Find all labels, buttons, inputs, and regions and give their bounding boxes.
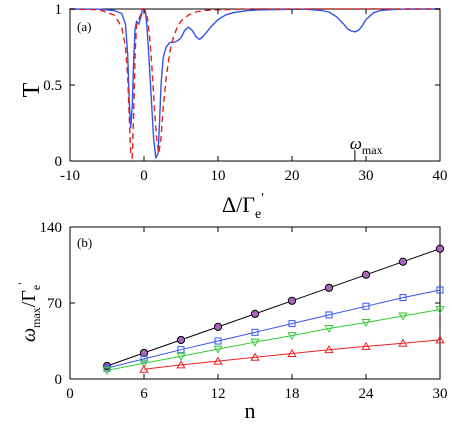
data-point-square xyxy=(251,328,259,336)
x-tick-label: 10 xyxy=(211,168,226,184)
data-point-triangle-up xyxy=(139,364,149,373)
x-tick-label: 20 xyxy=(285,168,300,184)
data-point-triangle-up xyxy=(250,352,260,361)
data-point-triangle-up xyxy=(287,348,297,357)
data-point-circle xyxy=(213,322,223,331)
data-point-square xyxy=(325,311,333,319)
data-point-square xyxy=(214,337,222,345)
data-point-triangle-down xyxy=(324,325,334,334)
omega-max-text: ωmax xyxy=(350,134,383,157)
data-point-triangle-up xyxy=(361,341,371,350)
ylabel-sub: max xyxy=(29,307,43,328)
data-point-square xyxy=(288,320,296,328)
ylabel-mid: /Γ xyxy=(18,290,40,307)
data-point-triangle-up xyxy=(324,345,334,354)
x-tick-label: 40 xyxy=(433,168,448,184)
y-tick-label: 1 xyxy=(55,2,63,18)
series-line-square xyxy=(106,289,441,369)
xlabel-main: Δ/Γ xyxy=(222,192,255,217)
x-tick-label: 30 xyxy=(433,386,448,402)
y-tick-label: 70 xyxy=(47,296,62,312)
x-tick-label: 18 xyxy=(285,386,300,402)
panel-b-ylabel: ωmax/Γe' xyxy=(15,283,43,342)
omega-symbol: ω xyxy=(350,134,362,153)
panel-a-curves xyxy=(69,8,440,159)
x-tick-label: 0 xyxy=(66,386,74,402)
x-tick-label: 0 xyxy=(140,168,148,184)
data-point-triangle-down xyxy=(250,338,260,347)
ylabel-sup: ' xyxy=(15,283,29,285)
panel-b: 0 6 12 18 24 30 0 70 140 (b) n ωmax/Γe' xyxy=(15,220,448,423)
data-point-square xyxy=(436,286,444,294)
xlabel-sub: e xyxy=(255,207,261,222)
data-point-circle xyxy=(287,296,297,305)
y-tick-label: 0 xyxy=(55,372,63,388)
data-point-square xyxy=(399,294,407,302)
ylabel-main: ω xyxy=(18,328,40,342)
x-tick-label: 12 xyxy=(211,386,226,402)
panel-b-xlabel: n xyxy=(245,398,256,423)
data-point-triangle-down xyxy=(176,352,186,361)
series-line-triangle-down xyxy=(106,309,441,371)
y-tick-label: 140 xyxy=(40,220,63,236)
panel-a-xlabel: Δ/Γe' xyxy=(222,191,264,222)
panel-b-frame xyxy=(69,226,441,380)
data-point-circle xyxy=(250,309,260,318)
data-point-triangle-down xyxy=(361,319,371,328)
data-point-square xyxy=(362,302,370,310)
data-point-circle xyxy=(176,335,186,345)
transmission-curve-dashed xyxy=(69,8,440,159)
panel-b-series xyxy=(102,244,445,375)
omega-max-annotation: ωmax xyxy=(350,134,383,161)
data-point-square xyxy=(140,355,148,363)
ylabel-sub2: e xyxy=(29,285,43,290)
data-point-circle xyxy=(435,244,445,253)
panel-b-ticks: 0 6 12 18 24 30 0 70 140 xyxy=(40,220,448,402)
data-point-triangle-down xyxy=(398,312,408,321)
y-tick-label: 0.5 xyxy=(43,78,62,94)
series-line-circle xyxy=(106,248,441,367)
data-point-triangle-up xyxy=(176,360,186,369)
data-point-triangle-down xyxy=(139,359,149,368)
data-point-triangle-down xyxy=(102,366,112,375)
data-point-triangle-down xyxy=(287,332,297,341)
data-point-circle xyxy=(324,283,334,292)
series-line-triangle-up xyxy=(143,339,441,370)
x-tick-label: -10 xyxy=(60,168,80,184)
omega-subscript: max xyxy=(362,143,383,157)
panel-b-label: (b) xyxy=(77,235,92,250)
data-point-triangle-down xyxy=(435,306,445,315)
transmission-curve-solid xyxy=(69,8,440,159)
data-point-square xyxy=(177,346,185,354)
data-point-triangle-up xyxy=(213,356,223,365)
panel-a-label: (a) xyxy=(77,19,91,34)
data-point-circle xyxy=(361,270,371,279)
data-point-triangle-up xyxy=(435,335,445,344)
xlabel-sup: ' xyxy=(261,191,264,206)
x-tick-label: 24 xyxy=(359,386,375,402)
panel-a-ylabel: T xyxy=(19,82,45,97)
x-tick-label: 30 xyxy=(359,168,374,184)
data-point-circle xyxy=(139,348,149,358)
x-tick-label: 6 xyxy=(140,386,148,402)
data-point-triangle-down xyxy=(213,345,223,354)
data-point-triangle-up xyxy=(398,338,408,347)
y-tick-label: 0 xyxy=(55,154,63,170)
data-point-circle xyxy=(398,257,408,266)
